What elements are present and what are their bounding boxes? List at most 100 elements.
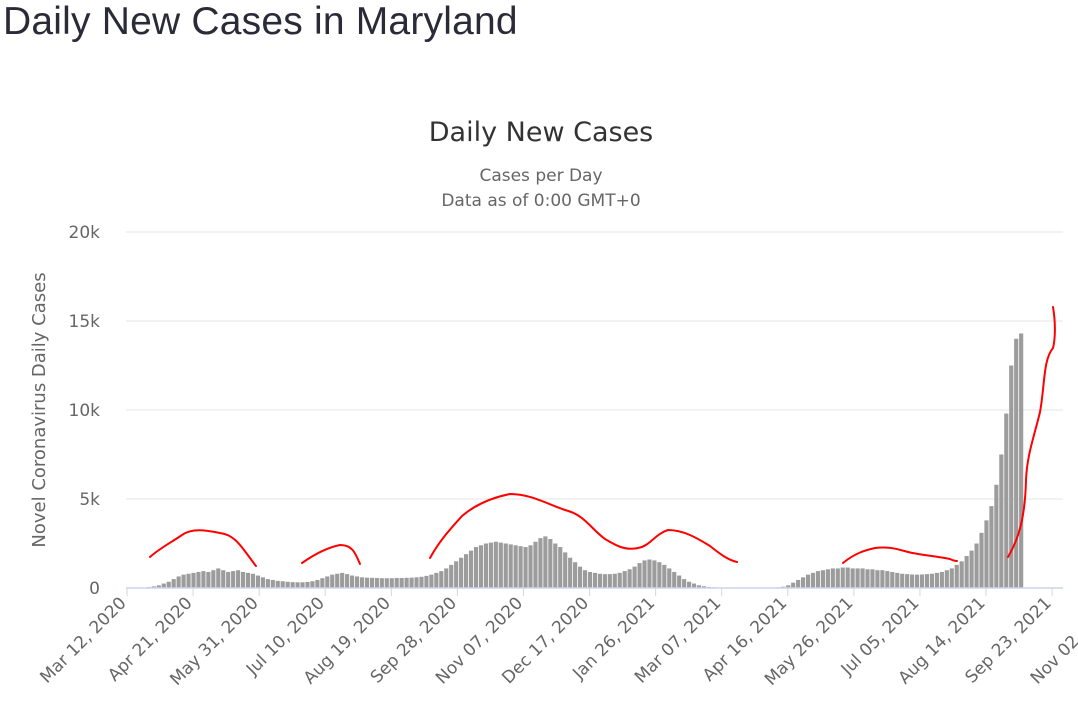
bar [667,568,672,588]
bar [919,574,925,588]
annotation-curve-wave-5 [1007,306,1056,558]
bar [880,570,885,588]
bar [186,573,191,588]
bar [994,484,999,588]
bar [810,572,816,588]
bar [791,582,796,588]
bar [434,572,439,588]
bar [548,539,553,588]
y-tick-label: 5k [79,490,100,510]
chart-subtitle-line-2: Data as of 0:00 GMT+0 [441,191,640,211]
bar [523,547,528,588]
bar [647,559,652,588]
bar [498,542,503,588]
bar [364,577,370,588]
bar [915,574,920,588]
bar [196,571,201,588]
bar [602,574,607,588]
annotation-curve-wave-3 [429,493,738,563]
bar [677,575,682,588]
bar [701,586,707,588]
bar [285,581,290,588]
bar [518,546,523,588]
bar [984,520,989,588]
bar [335,573,340,588]
bar [374,578,379,588]
bar [855,568,860,588]
bar [399,578,404,588]
bar [156,585,161,588]
bar [691,583,697,588]
bar [607,574,612,588]
bar [944,570,949,588]
bar [801,577,806,588]
bar [493,541,498,588]
bar [315,579,320,588]
y-axis-label: Novel Coronavirus Daily Cases [29,272,50,547]
bar [245,572,251,588]
bar [508,544,513,588]
bar [964,555,969,588]
bar [340,572,345,588]
bar [151,586,156,588]
bar [533,541,538,588]
bar [582,570,588,588]
bar [905,574,910,588]
bar [488,542,493,588]
bar [295,582,300,588]
bar [240,571,246,588]
bar [622,571,627,588]
bar [359,577,365,588]
bar [330,574,335,588]
bar [568,557,573,588]
bar [830,568,835,588]
annotation-curve-wave-4 [842,546,958,564]
bar [850,568,855,588]
bar [910,574,915,588]
bar [439,571,444,588]
bar [845,567,850,588]
bar [211,570,216,588]
bar [419,576,424,588]
bar [860,568,865,588]
bar [478,545,484,588]
bar [558,547,563,588]
bar [1004,413,1009,588]
bar [404,577,409,588]
bar [379,578,384,588]
chart-subtitle-line-1: Cases per Day [479,166,602,186]
bar [840,567,845,588]
bar [280,581,285,588]
bar [350,575,355,588]
bar [528,545,533,588]
bar [464,554,469,588]
bar [444,568,449,588]
bar [999,454,1004,588]
bar [875,570,880,588]
bar [161,583,166,588]
y-tick-label: 0 [89,579,100,599]
bar [176,576,181,588]
bar [687,581,692,588]
bar [255,575,261,588]
bar [414,577,419,588]
bar [459,557,464,588]
bar [682,579,687,588]
bar [820,570,825,588]
bar [865,569,870,588]
bar [454,561,459,588]
bar [300,582,305,588]
bar [166,581,171,588]
bar [1019,333,1024,588]
bar [696,585,702,588]
bar [345,574,350,588]
bar [825,569,830,588]
bar [815,571,821,588]
bar [573,562,578,588]
bar [473,547,479,588]
bar [870,569,875,588]
red-annotation-curves [149,306,1056,567]
annotation-curve-wave-1 [149,529,257,567]
bar [890,571,895,588]
